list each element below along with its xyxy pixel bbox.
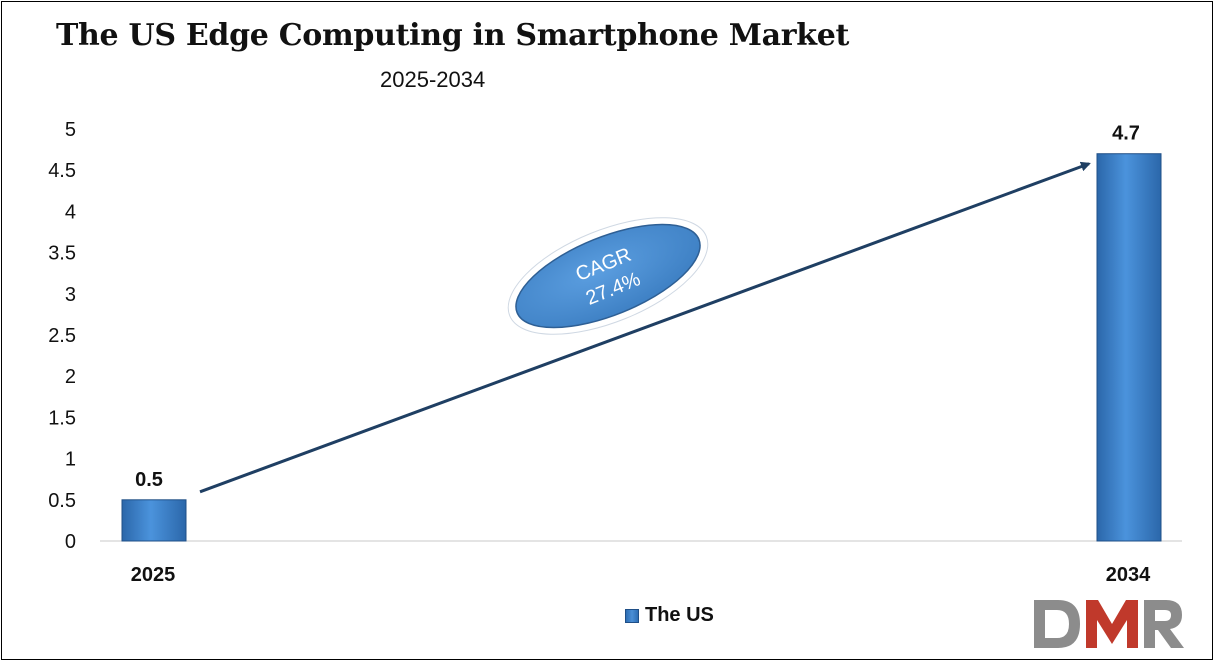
y-tick-label: 1.5	[48, 407, 76, 429]
legend-label: The US	[645, 604, 714, 626]
dmr-logo	[1032, 598, 1188, 650]
data-label-2025: 0.5	[135, 469, 163, 491]
y-axis: 0 0.5 1 1.5 2 2.5 3 3.5 4 4.5 5	[48, 119, 76, 553]
y-tick-label: 4.5	[48, 160, 76, 182]
dmr-logo-mark	[1034, 600, 1184, 648]
legend: The US	[625, 604, 714, 627]
y-tick-label: 3.5	[48, 243, 76, 265]
y-tick-label: 5	[65, 119, 76, 141]
category-label-2034: 2034	[1106, 564, 1151, 586]
bars-group: 0.5 4.7	[121, 123, 1162, 542]
y-tick-label: 2	[65, 366, 76, 388]
legend-swatch	[625, 608, 639, 623]
data-label-2034: 4.7	[1112, 123, 1140, 145]
bar-2025	[121, 499, 187, 542]
category-label-2025: 2025	[131, 564, 176, 586]
category-labels: 2025 2034	[131, 564, 1151, 586]
y-tick-label: 2.5	[48, 325, 76, 347]
y-tick-label: 0	[65, 531, 76, 553]
chart-subtitle: 2025-2034	[380, 67, 486, 92]
cagr-arrow	[199, 161, 1091, 494]
cagr-badge-inner	[515, 223, 701, 329]
y-tick-label: 0.5	[48, 490, 76, 512]
cagr-badge: CAGR 27.4%	[507, 217, 709, 335]
y-tick-label: 4	[65, 201, 76, 223]
y-tick-label: 3	[65, 284, 76, 306]
y-tick-label: 1	[65, 449, 76, 471]
chart-title: The US Edge Computing in Smartphone Mark…	[56, 18, 850, 53]
bar-2034	[1096, 153, 1162, 542]
